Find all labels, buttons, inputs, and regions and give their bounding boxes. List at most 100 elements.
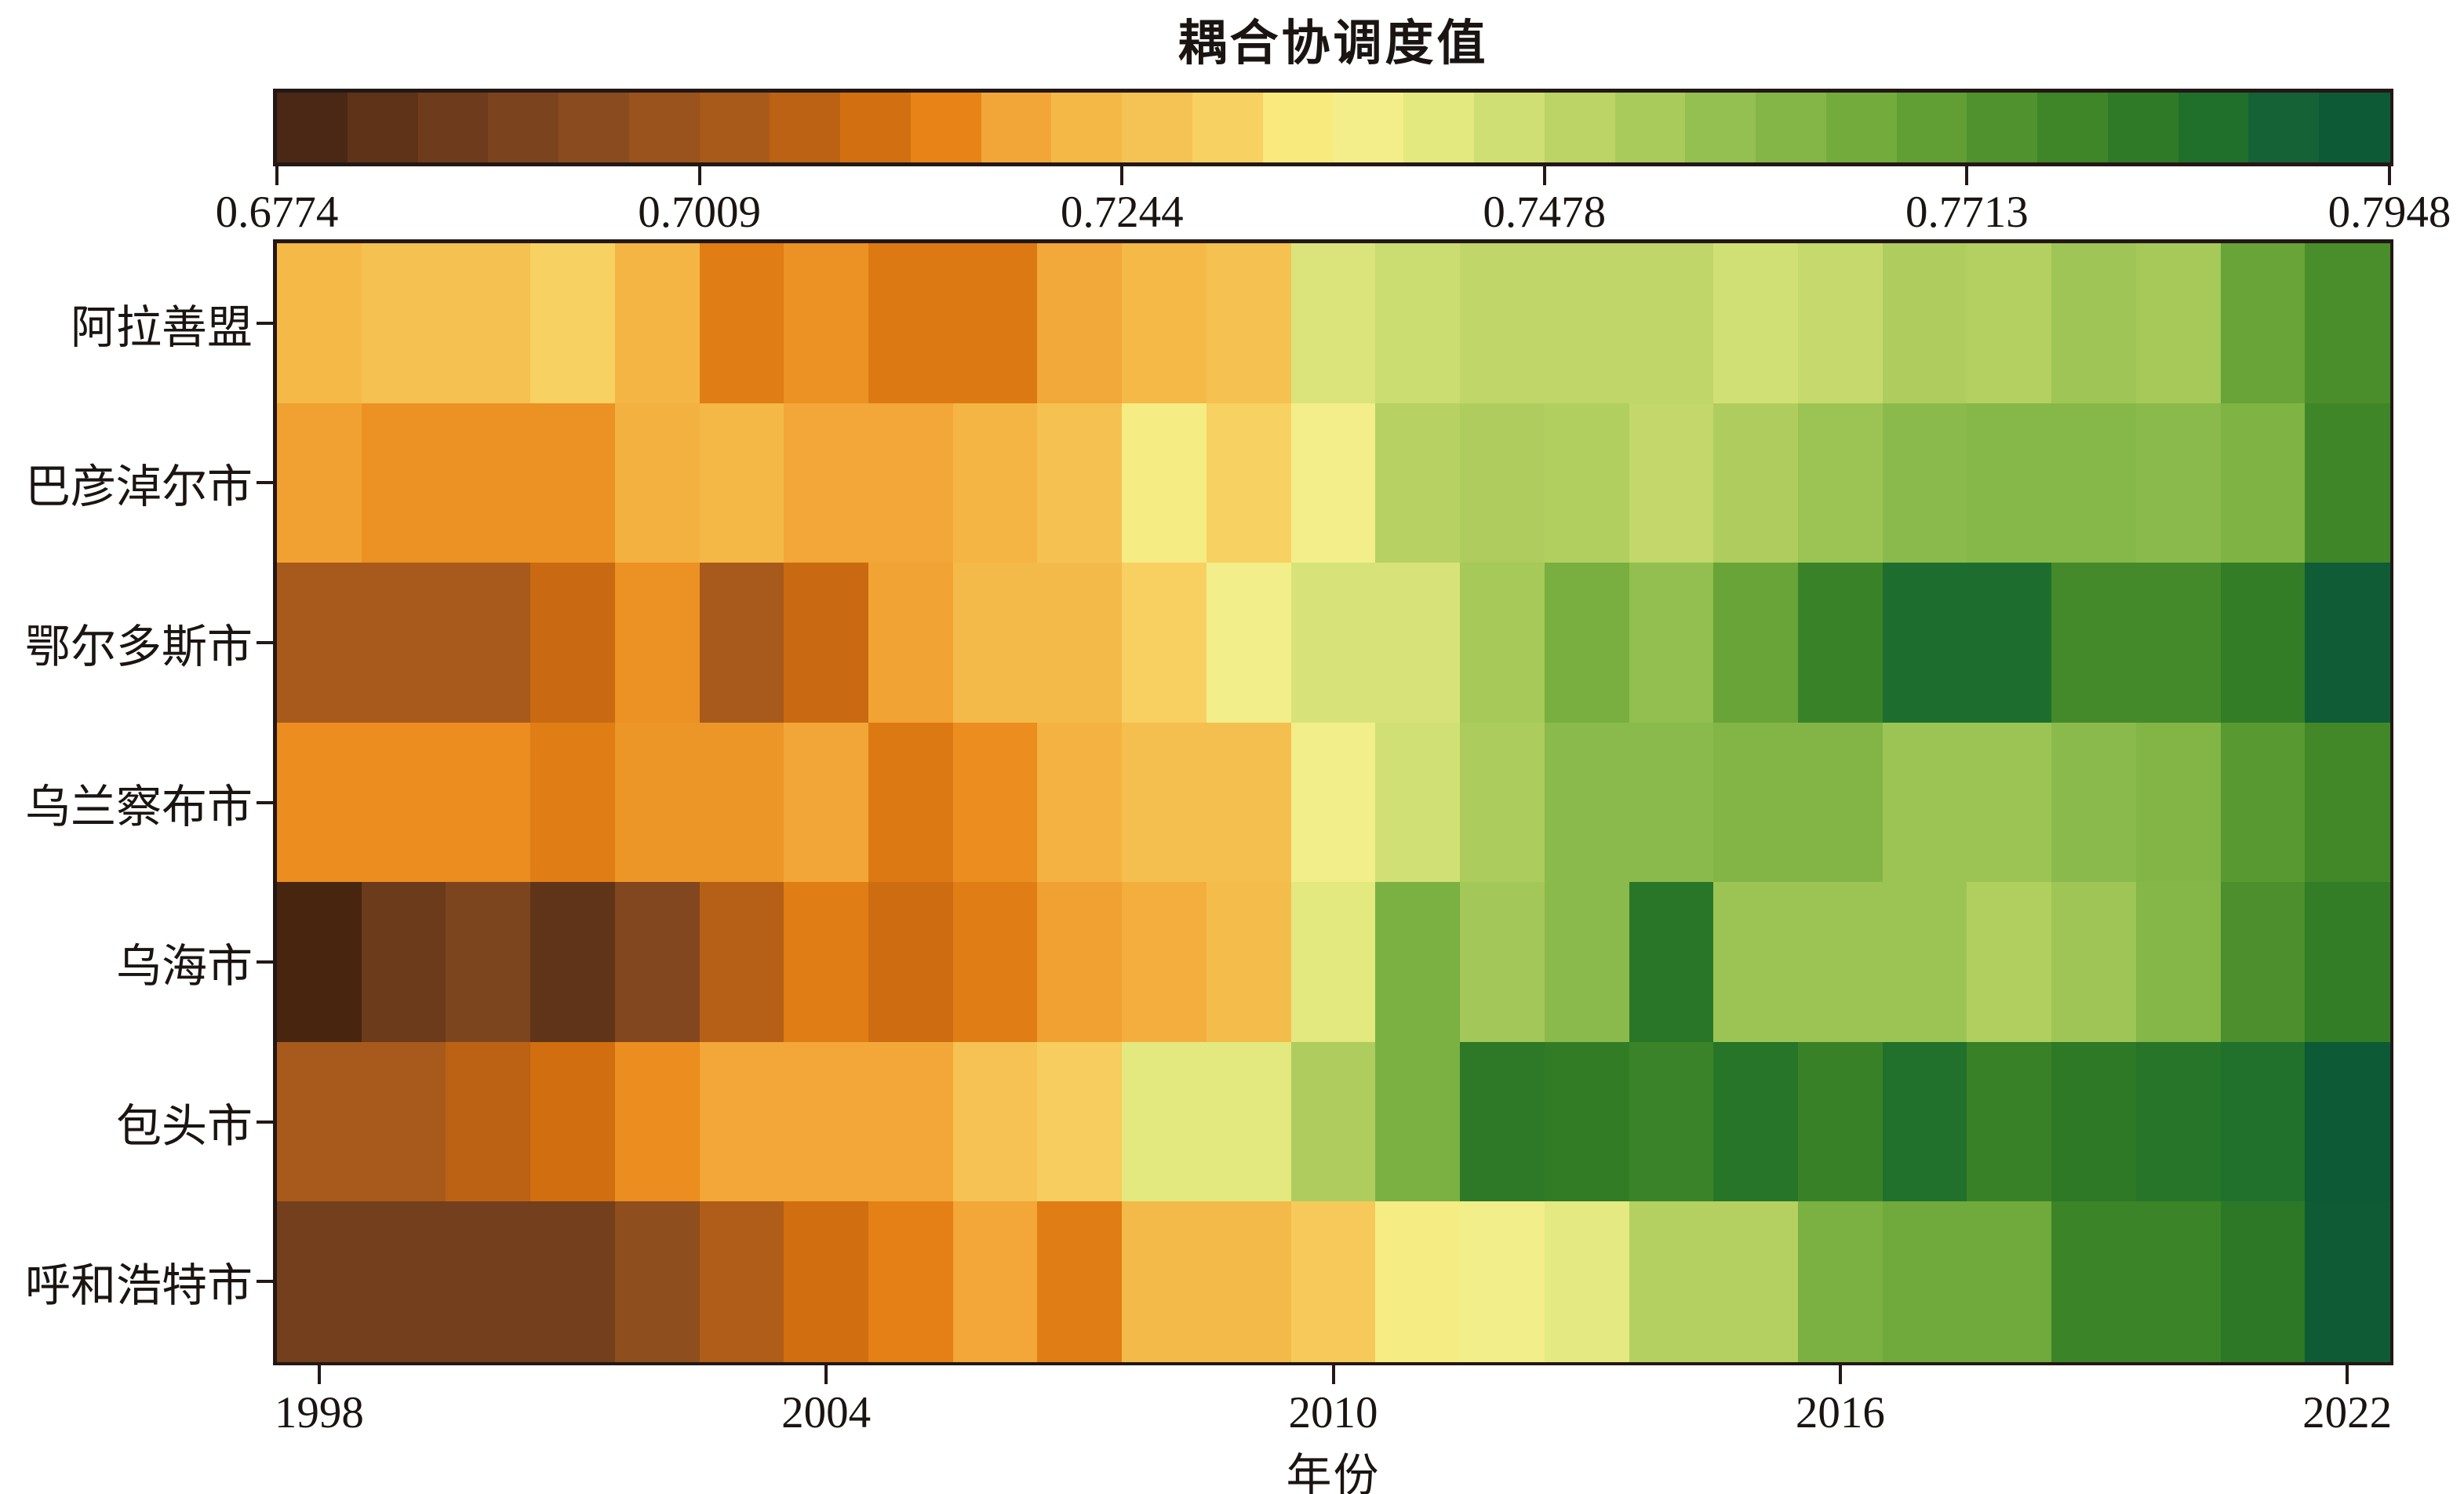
- x-axis-tick: [2346, 1364, 2349, 1384]
- x-axis-tick: [1331, 1364, 1335, 1384]
- heatmap-cell: [1629, 722, 1715, 884]
- heatmap-cell: [1037, 1201, 1123, 1362]
- heatmap-cell: [784, 722, 869, 884]
- colorbar-segment: [1756, 93, 1827, 162]
- colorbar-segment: [981, 93, 1053, 162]
- heatmap-cell: [361, 1041, 447, 1203]
- heatmap-cell: [1713, 882, 1799, 1043]
- heatmap-cell: [1629, 243, 1715, 404]
- heatmap-cell: [2051, 563, 2137, 723]
- heatmap-cell: [1797, 1041, 1883, 1203]
- heatmap-cell: [1460, 1041, 1545, 1203]
- heatmap-cell: [1967, 1201, 2052, 1362]
- heatmap-cell: [1629, 1201, 1715, 1362]
- y-axis-tick: [257, 640, 277, 644]
- heatmap-cell: [1797, 1201, 1883, 1362]
- heatmap-cell: [361, 1201, 447, 1362]
- heatmap-cell: [1290, 1201, 1377, 1362]
- colorbar-tick-label: 0.7713: [1905, 188, 2029, 237]
- heatmap-cell: [1797, 722, 1883, 884]
- heatmap-cell: [868, 403, 954, 563]
- heatmap-cell: [952, 403, 1039, 563]
- heatmap-cell: [446, 1201, 531, 1362]
- colorbar-segment: [347, 93, 419, 162]
- heatmap-cell: [1206, 722, 1292, 884]
- heatmap-cell: [1037, 1041, 1123, 1203]
- heatmap-cell: [1544, 722, 1630, 884]
- heatmap-cell: [2051, 243, 2137, 404]
- heatmap-cell: [699, 1041, 785, 1203]
- heatmap-cell: [1290, 1041, 1377, 1203]
- heatmap-cell: [1460, 1201, 1545, 1362]
- heatmap-cell: [2305, 1201, 2390, 1362]
- x-axis-tick-label: 2022: [2302, 1388, 2393, 1438]
- heatmap-cell: [2051, 722, 2137, 884]
- heatmap-cell: [699, 243, 785, 404]
- heatmap-cell: [2051, 1201, 2137, 1362]
- heatmap-cell: [1882, 403, 1968, 563]
- colorbar: [273, 89, 2393, 166]
- heatmap-cell: [1882, 882, 1968, 1043]
- colorbar-segment: [1825, 93, 1898, 162]
- y-axis-tick: [257, 800, 277, 804]
- heatmap-cell: [1882, 1041, 1968, 1203]
- colorbar-segment: [628, 93, 701, 162]
- heatmap-cell: [1713, 1041, 1799, 1203]
- heatmap-cell: [1460, 722, 1545, 884]
- heatmap-cell: [277, 243, 362, 404]
- heatmap-cell: [1122, 403, 1207, 563]
- heatmap-cell: [1713, 243, 1799, 404]
- heatmap-cell: [868, 563, 954, 723]
- heatmap-cell: [2051, 882, 2137, 1043]
- colorbar-tick: [1120, 165, 1124, 185]
- heatmap-cell: [1206, 1041, 1292, 1203]
- heatmap-cell: [1713, 722, 1799, 884]
- heatmap-cell: [446, 1041, 531, 1203]
- heatmap-cell: [1629, 1041, 1715, 1203]
- colorbar-segment: [1192, 93, 1264, 162]
- heatmap-cell: [699, 1201, 785, 1362]
- heatmap-cell: [1544, 563, 1630, 723]
- heatmap-cell: [1122, 1201, 1207, 1362]
- heatmap-cell: [277, 563, 362, 723]
- heatmap-cell: [1967, 243, 2052, 404]
- heatmap-cell: [1375, 882, 1461, 1043]
- heatmap-cell: [2135, 882, 2222, 1043]
- heatmap-cell: [614, 403, 701, 563]
- heatmap-cell: [2220, 403, 2306, 563]
- x-axis-tick-label: 1998: [274, 1388, 364, 1438]
- heatmap-cell: [784, 1041, 869, 1203]
- x-axis-tick-label: 2016: [1795, 1388, 1885, 1438]
- y-axis-label: 乌兰察布市: [24, 781, 253, 833]
- heatmap-cell: [1206, 563, 1292, 723]
- heatmap-cell: [1882, 722, 1968, 884]
- y-axis-label: 包头市: [115, 1100, 253, 1152]
- colorbar-tick-label: 0.6774: [215, 188, 339, 237]
- colorbar-segment: [910, 93, 982, 162]
- heatmap-cell: [1460, 563, 1545, 723]
- heatmap-grid: [273, 239, 2393, 1365]
- heatmap-cell: [361, 722, 447, 884]
- heatmap-cell: [446, 722, 531, 884]
- heatmap-cell: [1882, 243, 1968, 404]
- heatmap-cell: [1375, 243, 1461, 404]
- heatmap-cell: [952, 1041, 1039, 1203]
- heatmap-cell: [868, 1201, 954, 1362]
- heatmap-cell: [1037, 563, 1123, 723]
- heatmap-cell: [2135, 243, 2222, 404]
- heatmap-cell: [2220, 882, 2306, 1043]
- heatmap-cell: [361, 403, 447, 563]
- heatmap-cell: [1544, 243, 1630, 404]
- colorbar-segment: [488, 93, 559, 162]
- colorbar-segment: [277, 93, 348, 162]
- heatmap-cell: [1713, 563, 1799, 723]
- colorbar-segment: [1262, 93, 1334, 162]
- colorbar-tick: [1965, 165, 1969, 185]
- colorbar-tick: [275, 165, 278, 185]
- heatmap-cell: [614, 243, 701, 404]
- colorbar-tick-label: 0.7244: [1060, 188, 1184, 237]
- heatmap-cell: [530, 1201, 616, 1362]
- heatmap-cell: [1882, 1201, 1968, 1362]
- y-axis-label: 阿拉善盟: [70, 301, 253, 353]
- x-axis-tick: [317, 1364, 321, 1384]
